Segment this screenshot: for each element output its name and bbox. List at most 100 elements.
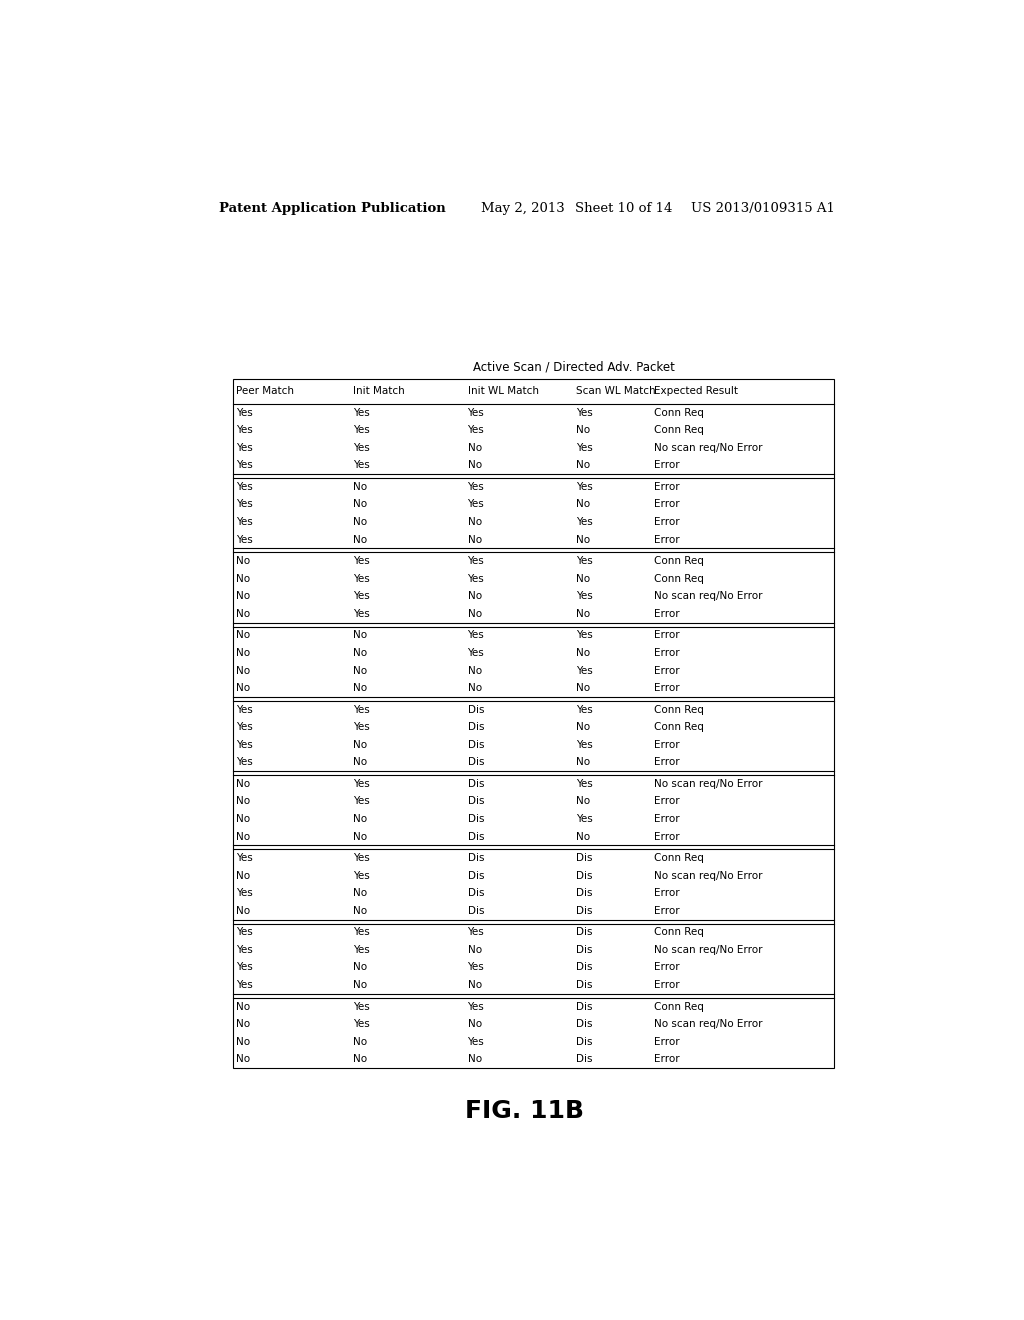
Text: Yes: Yes [236,888,253,898]
Text: Yes: Yes [353,722,370,733]
Text: No: No [468,461,481,470]
Text: No: No [353,758,368,767]
Text: Yes: Yes [353,1019,370,1030]
Text: Conn Req: Conn Req [654,853,703,863]
Text: Yes: Yes [575,408,593,417]
Text: Yes: Yes [353,609,370,619]
Text: No: No [353,631,368,640]
Text: Yes: Yes [575,591,593,602]
Text: No: No [353,962,368,973]
Text: Error: Error [654,814,680,824]
Text: No: No [353,1036,368,1047]
Text: Error: Error [654,796,680,807]
Text: Init Match: Init Match [353,387,404,396]
Text: FIG. 11B: FIG. 11B [465,1098,585,1123]
Text: Yes: Yes [575,517,593,527]
Text: Dis: Dis [468,779,484,789]
Text: Yes: Yes [353,1002,370,1011]
Text: Yes: Yes [353,928,370,937]
Text: Error: Error [654,517,680,527]
Text: No: No [468,1019,481,1030]
Text: Yes: Yes [468,962,484,973]
Text: No: No [236,1036,250,1047]
Text: Dis: Dis [468,739,484,750]
Text: Error: Error [654,631,680,640]
Text: Error: Error [654,758,680,767]
Text: No: No [236,906,250,916]
Text: Yes: Yes [353,705,370,714]
Text: Dis: Dis [468,814,484,824]
Text: Dis: Dis [468,871,484,880]
Text: Yes: Yes [353,853,370,863]
Text: Yes: Yes [353,796,370,807]
Text: Dis: Dis [575,888,592,898]
Text: No scan req/No Error: No scan req/No Error [654,779,763,789]
Text: No: No [353,739,368,750]
Text: Dis: Dis [575,871,592,880]
Text: No: No [353,648,368,657]
Text: Yes: Yes [353,591,370,602]
Text: US 2013/0109315 A1: US 2013/0109315 A1 [691,202,836,215]
Text: Error: Error [654,665,680,676]
Text: Yes: Yes [468,499,484,510]
Text: Dis: Dis [468,705,484,714]
Text: Sheet 10 of 14: Sheet 10 of 14 [574,202,672,215]
Text: Error: Error [654,739,680,750]
Text: Dis: Dis [468,722,484,733]
Text: Yes: Yes [353,871,370,880]
Text: Yes: Yes [575,482,593,492]
Text: Error: Error [654,1036,680,1047]
Text: Yes: Yes [468,425,484,436]
Text: No: No [575,832,590,842]
Text: No: No [236,1019,250,1030]
Text: No: No [575,682,590,693]
Text: No scan req/No Error: No scan req/No Error [654,945,763,954]
Text: No: No [236,1055,250,1064]
Text: Yes: Yes [468,482,484,492]
Text: Yes: Yes [236,928,253,937]
Text: No: No [236,682,250,693]
Text: Error: Error [654,499,680,510]
Text: Yes: Yes [353,408,370,417]
Text: Conn Req: Conn Req [654,1002,703,1011]
Text: Dis: Dis [468,906,484,916]
Text: No: No [236,556,250,566]
Text: No: No [468,945,481,954]
Text: Error: Error [654,906,680,916]
Text: Yes: Yes [236,962,253,973]
Text: No: No [236,631,250,640]
Text: Yes: Yes [236,408,253,417]
Text: Error: Error [654,888,680,898]
Text: Yes: Yes [353,574,370,583]
Text: Dis: Dis [575,1002,592,1011]
Text: Dis: Dis [468,796,484,807]
Text: Yes: Yes [353,461,370,470]
Text: Yes: Yes [575,779,593,789]
Text: Dis: Dis [575,979,592,990]
Text: No: No [468,517,481,527]
Text: No: No [353,888,368,898]
Text: Yes: Yes [575,739,593,750]
Text: Scan WL Match: Scan WL Match [575,387,655,396]
Text: Yes: Yes [236,979,253,990]
Text: Dis: Dis [575,945,592,954]
Text: Yes: Yes [236,499,253,510]
Text: No: No [353,832,368,842]
Text: No: No [236,796,250,807]
Text: Error: Error [654,535,680,545]
Text: Dis: Dis [575,928,592,937]
Text: Yes: Yes [575,442,593,453]
Text: No: No [353,682,368,693]
Text: No: No [236,871,250,880]
Text: Yes: Yes [575,556,593,566]
Text: No: No [236,574,250,583]
Text: Yes: Yes [353,945,370,954]
Text: No: No [236,665,250,676]
Text: Yes: Yes [236,482,253,492]
Text: Yes: Yes [236,705,253,714]
Text: Expected Result: Expected Result [654,387,738,396]
Text: Yes: Yes [236,739,253,750]
Text: No: No [353,499,368,510]
Text: Error: Error [654,682,680,693]
Text: Patent Application Publication: Patent Application Publication [219,202,446,215]
